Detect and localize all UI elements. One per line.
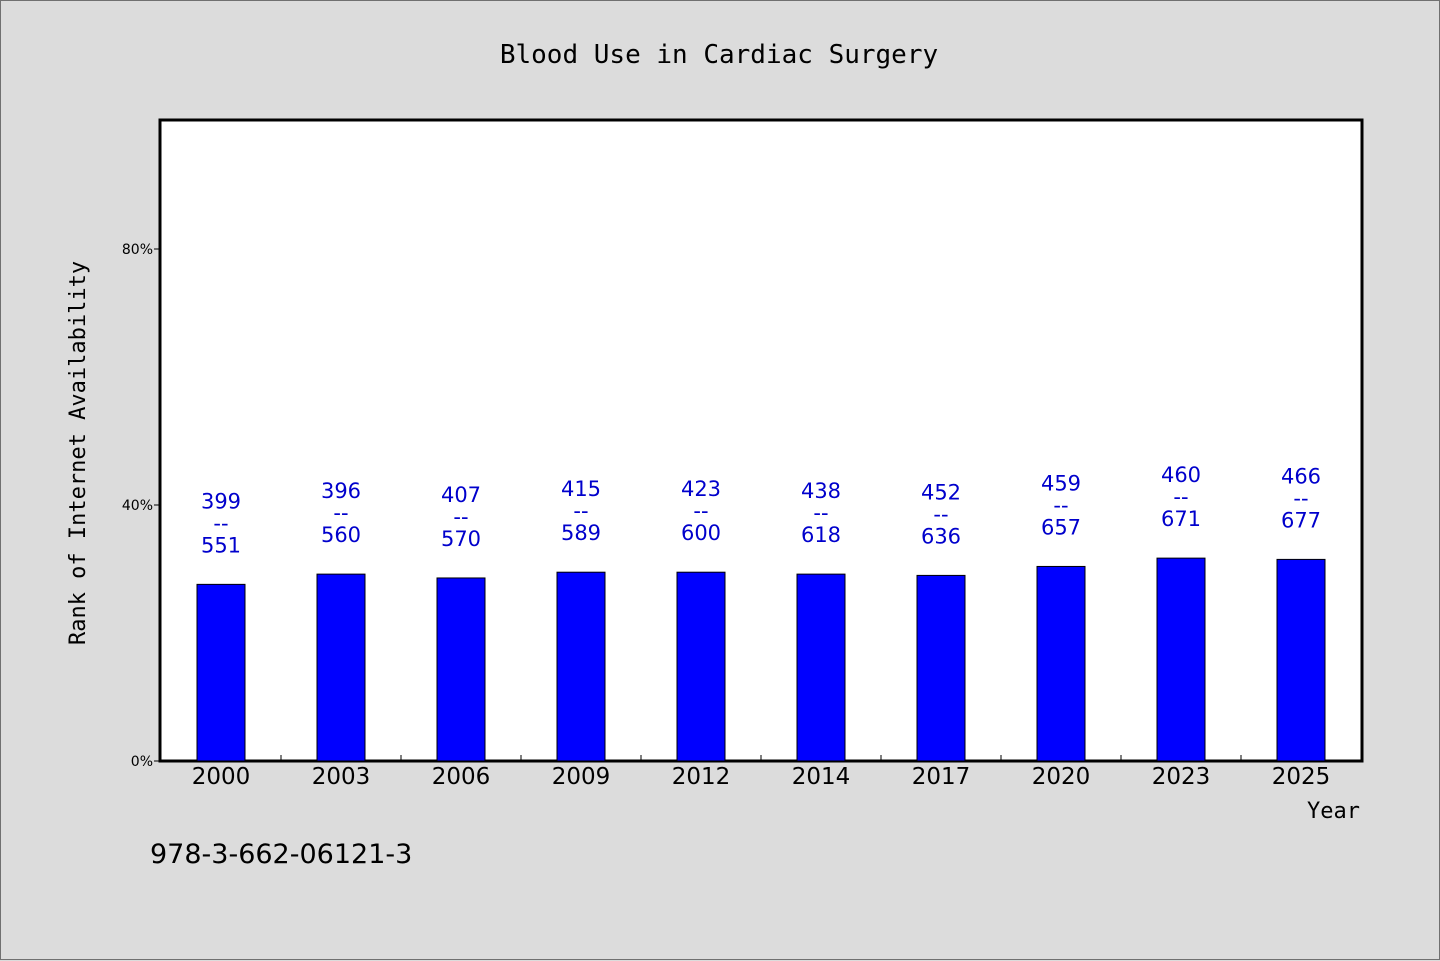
bar-label-bottom: 560 — [321, 523, 361, 547]
bar-label-top: 415 — [561, 477, 601, 501]
x-tick-label: 2012 — [672, 764, 731, 790]
bar-label-separator: -- — [813, 501, 828, 525]
bar-label-top: 466 — [1281, 464, 1321, 488]
bar-label-bottom: 677 — [1281, 508, 1321, 532]
bar-label-bottom: 671 — [1161, 507, 1201, 531]
bar-label-top: 452 — [921, 480, 961, 504]
bar-label-separator: -- — [693, 499, 708, 523]
bar-label-bottom: 589 — [561, 521, 601, 545]
bar-label-separator: -- — [1053, 493, 1068, 517]
bar — [916, 574, 966, 762]
x-tick-label: 2000 — [192, 764, 251, 790]
bar-labels: 399--551396--560407--570415--589423--600… — [201, 463, 1321, 557]
x-axis-label: Year — [1307, 799, 1360, 824]
bar-label-separator: -- — [1293, 486, 1308, 510]
x-tick-label: 2009 — [552, 764, 611, 790]
x-tick-label: 2017 — [912, 764, 971, 790]
bar-label-top: 438 — [801, 479, 841, 503]
bar — [556, 571, 606, 762]
y-axis-label: Rank of Internet Availability — [66, 261, 91, 645]
bar-label-separator: -- — [333, 501, 348, 525]
x-tick-label: 2025 — [1272, 764, 1331, 790]
bar-label-separator: -- — [1173, 485, 1188, 509]
bar-label-bottom: 657 — [1041, 515, 1081, 539]
bar-series — [196, 557, 1326, 762]
bar-label-top: 396 — [321, 479, 361, 503]
bar — [1036, 565, 1086, 762]
x-tick-label: 2003 — [312, 764, 371, 790]
bar — [196, 583, 246, 762]
x-tick-label: 2023 — [1152, 764, 1211, 790]
x-tick-label: 2020 — [1032, 764, 1091, 790]
footnote-isbn: 978-3-662-06121-3 — [150, 839, 412, 870]
x-tick-label: 2006 — [432, 764, 491, 790]
bar-label-top: 460 — [1161, 463, 1201, 487]
bar — [676, 571, 726, 762]
bar-label-bottom: 600 — [681, 521, 721, 545]
bar — [436, 577, 486, 762]
bar-label-bottom: 636 — [921, 524, 961, 548]
bar-label-top: 459 — [1041, 471, 1081, 495]
y-tick-label: 0% — [131, 754, 153, 770]
y-axis: 0% 40% 80% — [122, 242, 161, 770]
chart-title: Blood Use in Cardiac Surgery — [500, 40, 938, 70]
y-tick-label: 80% — [122, 242, 153, 258]
bar — [796, 573, 846, 762]
bar-label-bottom: 618 — [801, 523, 841, 547]
y-tick-label: 40% — [122, 498, 153, 514]
bar-label-separator: -- — [453, 505, 468, 529]
bar-label-bottom: 570 — [441, 527, 481, 551]
bar-label-top: 407 — [441, 483, 481, 507]
bar — [1156, 557, 1206, 762]
bar-label-bottom: 551 — [201, 533, 241, 557]
bar-label-top: 423 — [681, 477, 721, 501]
bar — [316, 573, 366, 762]
x-tick-label: 2014 — [792, 764, 851, 790]
bar — [1276, 558, 1326, 762]
bar-label-separator: -- — [213, 511, 228, 535]
x-axis: 2000 2003 2006 2009 2012 2014 2017 2020 2023 2025 — [192, 755, 1331, 790]
bar-label-top: 399 — [201, 489, 241, 513]
bar-label-separator: -- — [933, 502, 948, 526]
bar-label-separator: -- — [573, 499, 588, 523]
